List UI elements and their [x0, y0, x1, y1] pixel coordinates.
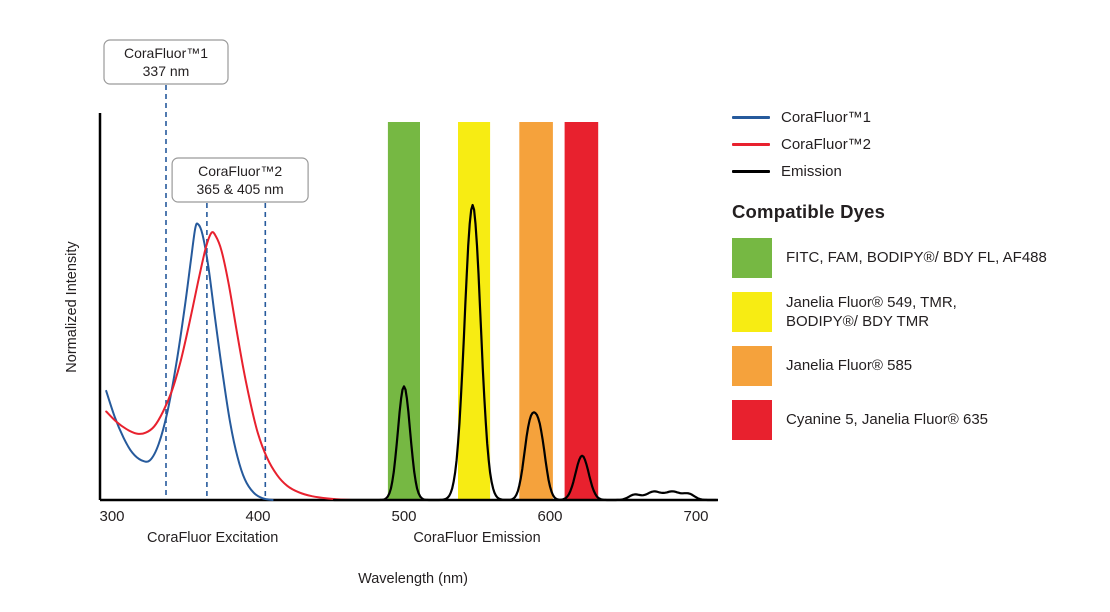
curve-emission [332, 203, 718, 502]
dye-color-swatch [732, 400, 772, 440]
legend-entry-label: Emission [781, 163, 842, 180]
legend-line-swatch [732, 116, 770, 119]
dye-label: FITC, FAM, BODIPY®/ BDY FL, AF488 [786, 249, 1047, 267]
x-tick-label-700: 700 [683, 508, 708, 525]
band-orange [519, 122, 553, 500]
callout-subtitle-1: 365 & 405 nm [197, 181, 284, 197]
compatible-dyes-title: Compatible Dyes [732, 201, 886, 222]
dye-label: Janelia Fluor® 585 [786, 357, 913, 375]
spectra-chart: 300 400 500 600 700 CoraFluor Excitation CoraF… [64, 39, 718, 587]
y-axis-title: Normalized Intensity [64, 241, 80, 373]
legend-entries: CoraFluor™1 CoraFluor™2 Emission [732, 104, 1104, 185]
dye-color-swatch [732, 238, 772, 278]
axis-section-label-0: CoraFluor Excitation [147, 530, 278, 546]
legend-line-swatch [732, 170, 770, 173]
x-tick-label-400: 400 [245, 508, 270, 525]
legend-entry-0: CoraFluor™1 [732, 104, 1104, 131]
legend-line-swatch [732, 143, 770, 146]
dye-row-1: Janelia Fluor® 549, TMR, BODIPY®/ BDY TM… [732, 292, 1104, 332]
curve-corafluor1-excitation [105, 222, 274, 501]
x-axis-title: Wavelength (nm) [358, 571, 468, 587]
callout-title-1: CoraFluor™2 [198, 163, 282, 179]
dye-row-3: Cyanine 5, Janelia Fluor® 635 [732, 400, 1104, 440]
x-tick-label-500: 500 [391, 508, 416, 525]
dye-row-2: Janelia Fluor® 585 [732, 346, 1104, 386]
legend-entry-label: CoraFluor™1 [781, 109, 872, 126]
curve-corafluor2-excitation [105, 231, 362, 501]
dye-list: FITC, FAM, BODIPY®/ BDY FL, AF488 Janelia… [732, 238, 1104, 440]
band-yellow [458, 122, 491, 500]
dye-row-0: FITC, FAM, BODIPY®/ BDY FL, AF488 [732, 238, 1104, 278]
x-tick-label-600: 600 [537, 508, 562, 525]
callout-box-1 [171, 157, 309, 203]
legend-panel: CoraFluor™1 CoraFluor™2 Emission Compatibl… [732, 104, 1104, 454]
x-tick-label-300: 300 [99, 508, 124, 525]
band-green [387, 122, 420, 500]
dye-color-swatch [732, 292, 772, 332]
band-red [564, 122, 599, 500]
callout-subtitle-0: 337 nm [143, 63, 190, 79]
legend-entry-label: CoraFluor™2 [781, 136, 872, 153]
legend-entry-2: Emission [732, 158, 1104, 185]
callout-title-0: CoraFluor™1 [124, 45, 208, 61]
dye-label: Janelia Fluor® 549, TMR, BODIPY®/ BDY TM… [786, 293, 957, 331]
legend-entry-1: CoraFluor™2 [732, 131, 1104, 158]
axis-section-label-1: CoraFluor Emission [413, 530, 540, 546]
callout-box-0 [103, 39, 229, 85]
dye-label: Cyanine 5, Janelia Fluor® 635 [786, 411, 989, 429]
dye-color-swatch [732, 346, 772, 386]
